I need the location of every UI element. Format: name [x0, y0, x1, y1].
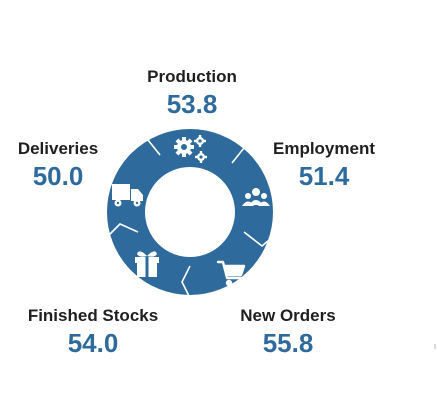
production-value: 53.8: [166, 89, 218, 119]
people-icon: [242, 188, 270, 206]
deliveries-value: 50.0: [32, 161, 84, 191]
gift-icon: [135, 251, 159, 277]
employment-value: 51.4: [298, 161, 350, 191]
divider-employment-neworders: [243, 231, 275, 248]
ring-dividers: [107, 135, 275, 299]
employment-label-group: Employment 51.4: [264, 140, 384, 189]
truck-icon: [112, 184, 143, 207]
employment-label: Employment: [272, 139, 376, 158]
new-orders-value: 55.8: [262, 328, 314, 358]
divider-deliveries-production: [127, 139, 161, 156]
divider-finished-deliveries: [107, 223, 139, 237]
divider-neworders-finished: [181, 265, 191, 299]
gears-icon: [174, 135, 207, 163]
edge-artifact: [434, 344, 436, 349]
ring: [107, 129, 273, 295]
shopping-cart-icon: [216, 260, 246, 287]
finished-stocks-label-group: Finished Stocks 54.0: [18, 307, 168, 356]
new-orders-label-group: New Orders 55.8: [228, 307, 348, 356]
finished-stocks-label: Finished Stocks: [27, 306, 159, 325]
deliveries-label: Deliveries: [17, 139, 99, 158]
finished-stocks-value: 54.0: [67, 328, 119, 358]
production-label-group: Production 53.8: [142, 68, 242, 117]
divider-production-employment: [231, 135, 245, 164]
new-orders-label: New Orders: [240, 306, 336, 325]
production-label: Production: [147, 67, 237, 86]
deliveries-label-group: Deliveries 50.0: [8, 140, 108, 189]
